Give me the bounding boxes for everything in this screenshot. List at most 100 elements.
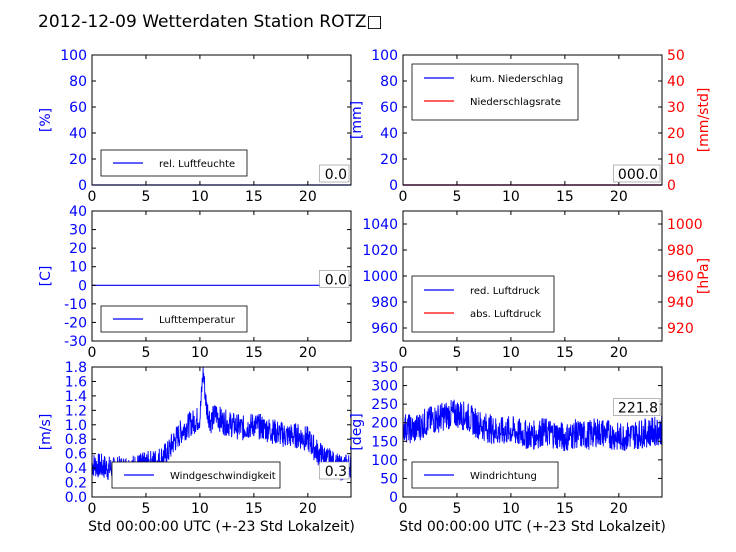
x-tick-label: 0 [88,189,97,205]
y-right-tick-label: 30 [667,100,685,116]
x-tick-label: 0 [88,501,97,517]
x-tick-label: 15 [245,345,263,361]
value-label: 0.3 [325,464,347,480]
x-tick-label: 5 [452,501,461,517]
y-axis-label: [deg] [349,413,365,450]
chart-wind-speed: 0 5 10 15 20 0.00.20.40.60.81.01.21.41.61.8 [m… [38,360,355,535]
y-tick-label: 0.8 [65,432,87,448]
y-tick-label: 980 [371,295,398,311]
y-tick-label: 10 [69,260,87,276]
y-tick-label: -30 [64,334,87,350]
y-tick-label: 150 [371,434,398,450]
x-tick-label: 0 [399,345,408,361]
legend-label: Windgeschwindigkeit [170,471,276,482]
x-tick-label: 0 [399,501,408,517]
series-line-wind-direction-0 [402,399,663,452]
x-tick-label: 20 [299,501,317,517]
y-tick-label: 80 [380,74,398,90]
y-right-tick-label: 20 [667,126,685,142]
y-right-tick-label: 960 [667,269,694,285]
y-axis-label: [C] [38,266,54,287]
y-tick-label: 20 [69,152,87,168]
x-tick-label: 5 [141,501,150,517]
y-tick-label: 0.2 [65,476,87,492]
x-tick-label: 0 [88,345,97,361]
y-tick-label: 1.4 [65,389,87,405]
x-tick-label: 10 [502,345,520,361]
y-right-tick-label: 920 [667,321,694,337]
y-tick-label: 1.8 [65,360,87,376]
y-right-tick-label: 1000 [667,217,703,233]
plot-frame [402,54,663,186]
y-tick-label: 960 [371,321,398,337]
x-tick-label: 10 [191,345,209,361]
value-label-box [319,269,350,288]
y-tick-label: 1.0 [65,418,87,434]
x-tick-label: 20 [299,345,317,361]
plot-frame [91,210,352,342]
y-tick-label: 100 [60,48,87,64]
y-tick-label: 20 [380,152,398,168]
y-tick-label: 250 [371,397,398,413]
y-tick-label: 0 [389,178,398,194]
y-tick-label: 0.0 [65,490,87,506]
y-tick-label: 1.2 [65,403,87,419]
x-axis-label: Std 00:00:00 UTC (+-23 Std Lokalzeit) [399,519,666,535]
y-right-tick-label: 980 [667,243,694,259]
y-right-axis-label: [hPa] [696,258,712,294]
x-tick-label: 15 [556,345,574,361]
x-tick-label: 5 [452,345,461,361]
x-tick-label: 10 [502,189,520,205]
y-tick-label: 30 [69,223,87,239]
value-label: 000.0 [618,167,658,183]
y-tick-label: 100 [371,453,398,469]
value-label-box [613,398,661,416]
y-tick-label: 0.4 [65,461,87,477]
x-tick-label: 15 [245,189,263,205]
legend-label: abs. Luftdruck [470,309,541,320]
value-label-box [613,164,661,183]
y-tick-label: 0 [78,278,87,294]
x-tick-label: 20 [610,501,628,517]
legend-label: red. Luftdruck [470,286,540,297]
plot-frame [91,54,352,186]
y-tick-label: 50 [380,471,398,487]
value-label: 221.8 [618,401,658,417]
y-tick-label: 1.6 [65,374,87,390]
plot-frame [402,366,663,498]
x-tick-label: 20 [610,345,628,361]
y-tick-label: 40 [69,126,87,142]
legend-label: Niederschlagsrate [470,97,561,108]
legend-label: Windrichtung [470,471,537,482]
x-tick-label: 15 [245,501,263,517]
y-right-axis-label: [mm/std] [696,88,712,153]
value-label-box [319,164,350,183]
y-tick-label: -20 [64,315,87,331]
legend-label: rel. Luftfeuchte [159,159,235,170]
legend-label: Lufttemperatur [159,315,236,326]
x-tick-label: 5 [141,189,150,205]
y-right-tick-label: 10 [667,152,685,168]
x-tick-label: 15 [556,501,574,517]
value-label-box [319,461,350,480]
y-right-tick-label: 40 [667,74,685,90]
x-tick-label: 5 [141,345,150,361]
value-label: 0.0 [325,167,347,183]
y-tick-label: 1020 [362,243,398,259]
chart-precip: 0 5 10 15 20 0 20 40 60 80 100 0 10 20 30 40 50 [mm] [mm/s… [349,48,712,205]
y-tick-label: 0.6 [65,447,87,463]
y-tick-label: -10 [64,297,87,313]
legend-label: kum. Niederschlag [470,74,563,85]
y-tick-label: 0 [78,178,87,194]
value-label: 0.0 [325,272,347,288]
y-tick-label: 200 [371,416,398,432]
x-tick-label: 10 [191,501,209,517]
x-tick-label: 10 [191,189,209,205]
y-tick-label: 1040 [362,217,398,233]
chart-pressure: 0 5 10 15 20 960 980 1000 1020 1040 920 940 960 980 10… [362,210,712,361]
y-right-tick-label: 50 [667,48,685,64]
y-axis-label: [%] [38,108,54,132]
y-tick-label: 100 [371,48,398,64]
